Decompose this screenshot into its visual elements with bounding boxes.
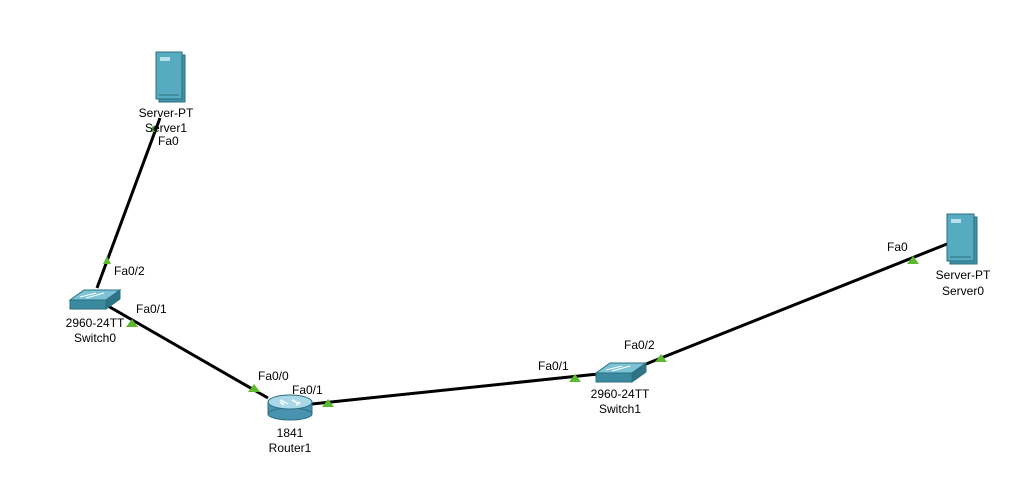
port-label-router1-fa00: Fa0/0 [258, 369, 289, 383]
switch1-name-label: Switch1 [598, 402, 642, 416]
link-status-server1-fa0 [150, 125, 156, 132]
port-label-server0-fa0: Fa0 [887, 240, 908, 254]
link-status-switch0-fa01 [126, 319, 138, 327]
server0-icon[interactable] [946, 213, 978, 265]
server1-icon[interactable] [155, 51, 186, 103]
link-status-switch1-fa02 [655, 354, 667, 362]
switch1-model-label: 2960-24TT [590, 387, 650, 401]
router1-model-label: 1841 [276, 426, 304, 440]
port-label-switch0-fa01: Fa0/1 [136, 302, 167, 316]
link-status-switch1-fa01 [569, 374, 581, 382]
server0-name-label: Server0 [941, 284, 985, 298]
link-status-server0-fa0 [907, 256, 919, 264]
server1-model-label: Server-PT [138, 106, 194, 120]
port-label-switch1-fa02: Fa0/2 [624, 338, 655, 352]
port-label-switch1-fa01: Fa0/1 [538, 359, 569, 373]
switch0-name-label: Switch0 [73, 331, 117, 345]
link-switch0-router1[interactable] [107, 304, 269, 400]
link-status-router1-fa00 [248, 384, 260, 392]
link-router1-switch1[interactable] [311, 372, 599, 406]
switch0-model-label: 2960-24TT [65, 316, 125, 330]
link-status-switch0-fa02 [103, 256, 111, 264]
switch0-icon[interactable] [68, 289, 122, 310]
switch1-icon[interactable] [594, 362, 648, 383]
port-label-router1-fa01: Fa0/1 [292, 383, 323, 397]
server1-name-label: Server1 [144, 121, 188, 135]
link-status-router1-fa01 [322, 399, 334, 407]
port-label-switch0-fa02: Fa0/2 [114, 264, 145, 278]
router1-name-label: Router1 [268, 441, 312, 455]
link-switch1-server0[interactable] [635, 240, 953, 370]
router1-icon[interactable] [267, 394, 313, 421]
port-label-server1-fa0: Fa0 [158, 134, 179, 148]
server0-model-label: Server-PT [935, 268, 991, 282]
